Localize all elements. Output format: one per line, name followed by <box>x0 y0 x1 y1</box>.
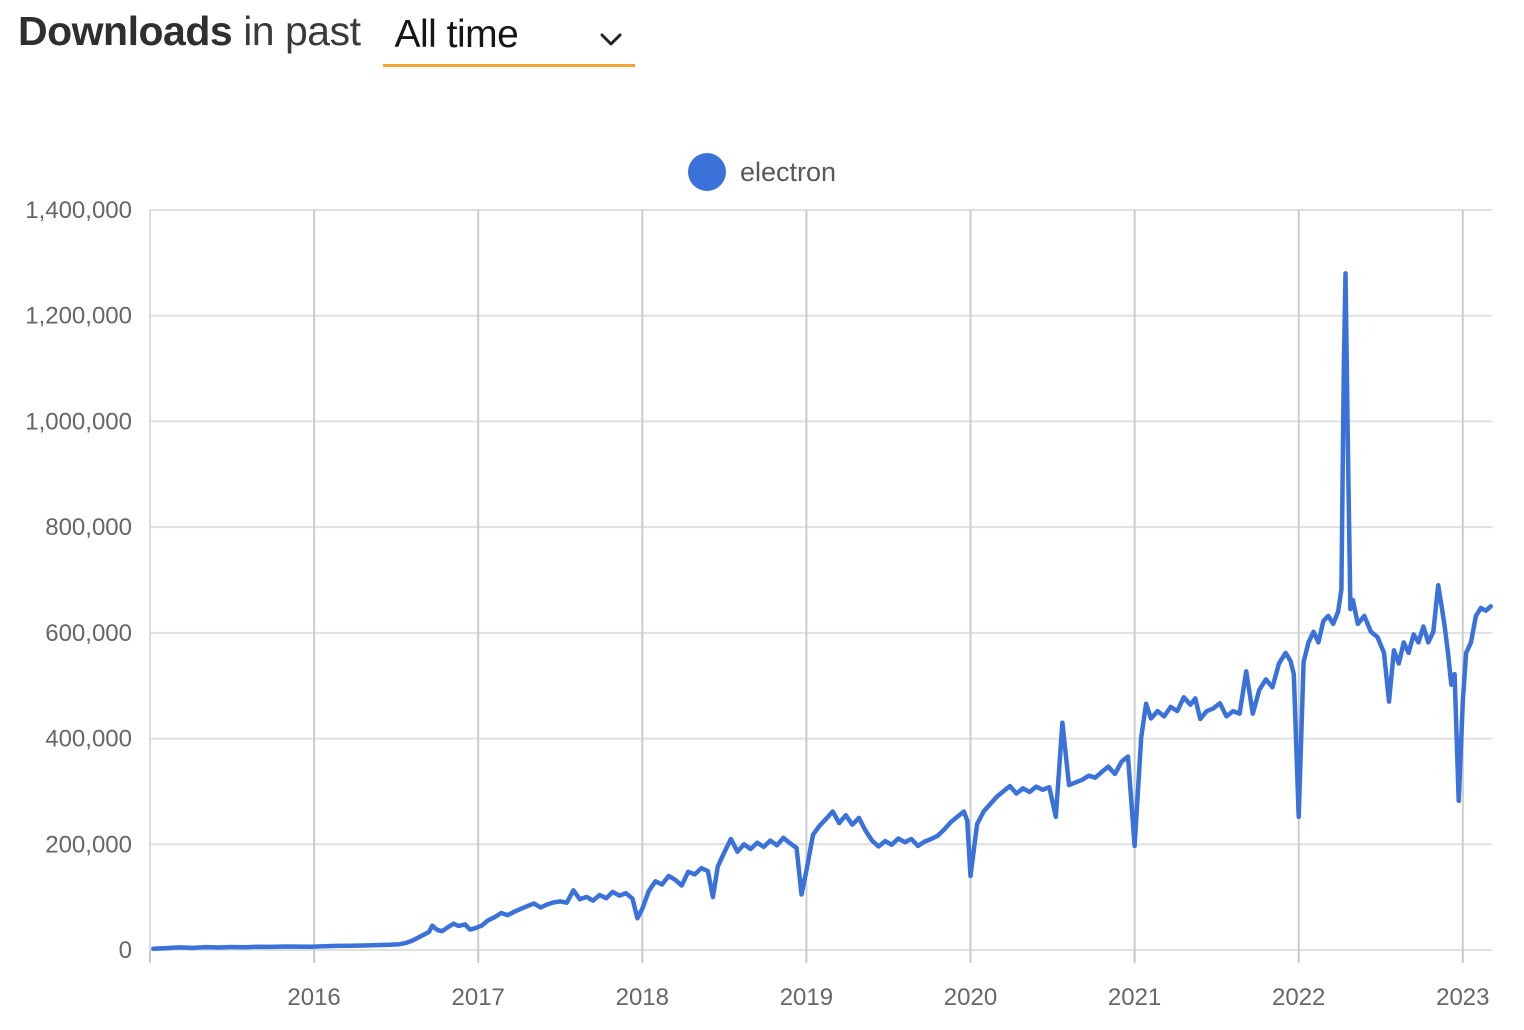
page-title-suffix: in past <box>243 8 361 54</box>
chevron-down-icon <box>600 33 621 46</box>
y-axis-label: 0 <box>119 937 132 964</box>
x-axis-label: 2019 <box>780 984 833 1011</box>
time-range-select[interactable]: All time <box>382 13 635 67</box>
legend-label-electron: electron <box>739 156 837 187</box>
y-axis-label: 600,000 <box>45 620 132 647</box>
y-axis-label: 1,200,000 <box>25 303 132 330</box>
series-line-electron <box>151 271 1493 951</box>
page-title: Downloads <box>18 8 233 54</box>
x-axis-label: 2020 <box>944 984 997 1011</box>
x-axis-label: 2016 <box>287 984 340 1011</box>
y-axis-label: 800,000 <box>45 514 132 541</box>
y-axis-label: 1,000,000 <box>25 408 132 435</box>
x-axis-label: 2017 <box>452 984 505 1011</box>
page-header: Downloads in past All time <box>18 8 635 67</box>
y-axis-label: 400,000 <box>45 726 132 753</box>
x-axis-label: 2021 <box>1108 984 1161 1011</box>
y-axis-label: 200,000 <box>45 831 132 858</box>
x-axis-label: 2018 <box>616 984 669 1011</box>
x-axis-label: 2023 <box>1436 984 1489 1011</box>
y-axis-label: 1,400,000 <box>25 197 132 224</box>
x-axis-label: 2022 <box>1272 984 1325 1011</box>
chart-legend: electron <box>0 153 1524 191</box>
time-range-value: All time <box>394 13 519 56</box>
legend-marker-electron <box>687 153 726 191</box>
